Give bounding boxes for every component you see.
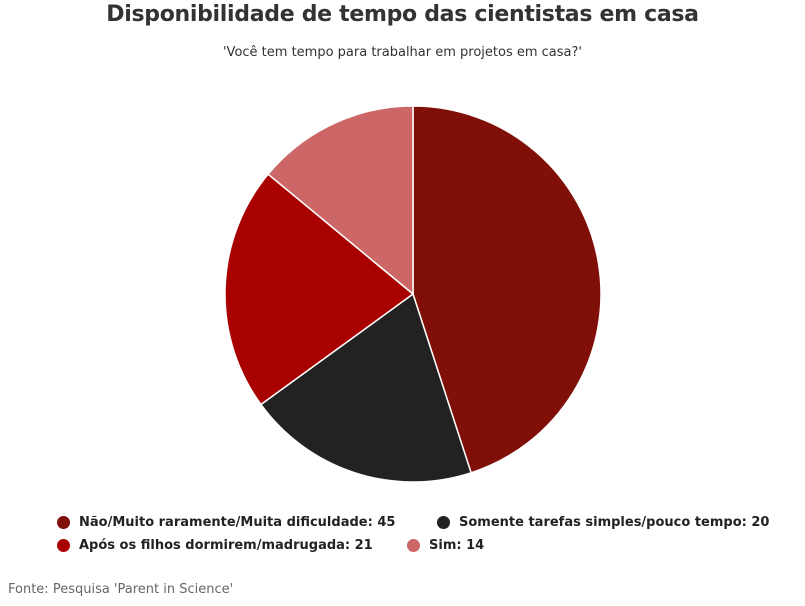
pie-slice-sim[interactable] <box>267 105 414 295</box>
pie-slice-somente[interactable] <box>260 293 472 483</box>
chart-subtitle: 'Você tem tempo para trabalhar em projet… <box>222 45 582 60</box>
legend-dot-nao <box>57 516 70 529</box>
legend-label-nao: Não/Muito raramente/Muita dificuldade: 4… <box>79 515 396 530</box>
legend-item-sim[interactable]: Sim: 14 <box>407 538 484 553</box>
legend-item-apos[interactable]: Após os filhos dormirem/madrugada: 21 <box>57 538 373 553</box>
legend-item-nao[interactable]: Não/Muito raramente/Muita dificuldade: 4… <box>57 515 395 530</box>
legend-label-somente: Somente tarefas simples/pouco tempo: 20 <box>459 515 770 530</box>
pie-slices <box>224 105 602 483</box>
legend-dot-apos <box>57 539 70 552</box>
legend-item-somente[interactable]: Somente tarefas simples/pouco tempo: 20 <box>437 515 769 530</box>
source-note: Fonte: Pesquisa 'Parent in Science' <box>8 582 234 597</box>
legend-dot-sim <box>407 539 420 552</box>
legend-dot-somente <box>437 516 450 529</box>
chart-title: Disponibilidade de tempo das cientistas … <box>106 2 699 27</box>
pie-slice-nao[interactable] <box>412 105 602 474</box>
pie-slice-apos[interactable] <box>224 173 414 406</box>
legend-label-apos: Após os filhos dormirem/madrugada: 21 <box>79 538 373 553</box>
legend-label-sim: Sim: 14 <box>429 538 485 553</box>
